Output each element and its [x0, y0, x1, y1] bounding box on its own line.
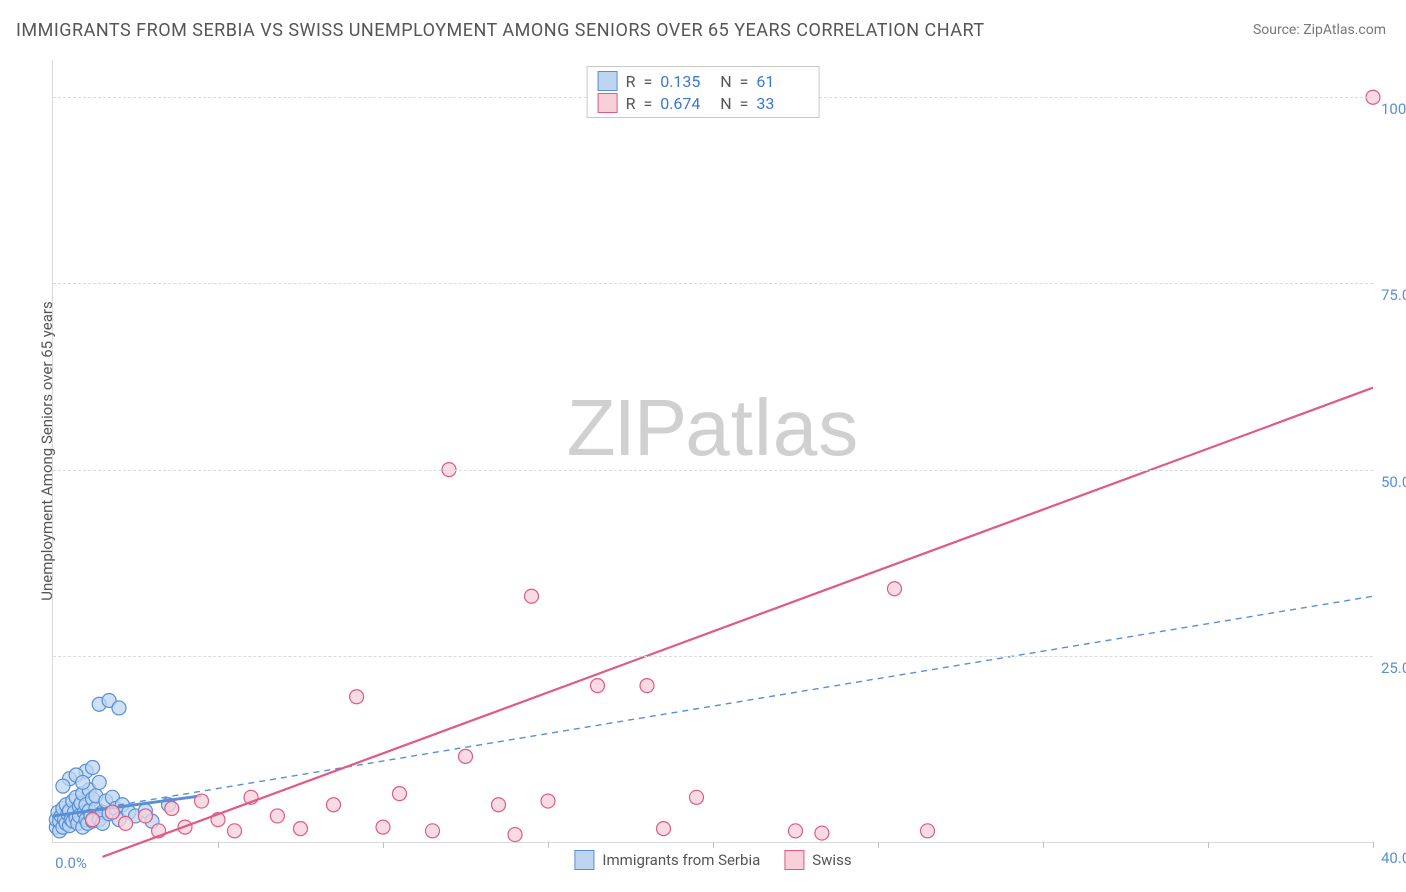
data-point — [393, 787, 407, 801]
chart-title: IMMIGRANTS FROM SERBIA VS SWISS UNEMPLOY… — [16, 20, 985, 41]
y-tick-label: 25.0% — [1381, 659, 1406, 677]
x-tick-mark — [1208, 842, 1209, 848]
legend-swatch — [784, 850, 804, 870]
data-point — [105, 805, 119, 819]
data-point — [119, 816, 133, 830]
data-point — [92, 775, 106, 789]
r-value: 0.135 — [660, 72, 712, 91]
trend-line — [103, 388, 1374, 857]
chart-container: IMMIGRANTS FROM SERBIA VS SWISS UNEMPLOY… — [0, 0, 1406, 892]
x-tick-mark — [383, 842, 384, 848]
n-label: N — [720, 72, 731, 91]
x-tick-mark — [1373, 842, 1374, 848]
data-point — [640, 679, 654, 693]
data-point — [591, 679, 605, 693]
y-tick-label: 50.0% — [1381, 473, 1406, 491]
data-point — [112, 701, 126, 715]
legend-label: Immigrants from Serbia — [602, 851, 760, 869]
x-max-label: 40.0% — [1381, 849, 1406, 867]
data-point — [86, 761, 100, 775]
eq-label: = — [740, 72, 749, 91]
data-point — [492, 798, 506, 812]
y-tick-label: 75.0% — [1381, 286, 1406, 304]
legend-swatch — [574, 850, 594, 870]
gridline — [53, 283, 1373, 284]
data-point — [138, 809, 152, 823]
legend-bottom: Immigrants from Serbia Swiss — [574, 850, 851, 870]
data-point — [76, 775, 90, 789]
data-point — [888, 582, 902, 596]
x-tick-mark — [1043, 842, 1044, 848]
x-tick-mark — [548, 842, 549, 848]
plot-area: Unemployment Among Seniors over 65 years… — [52, 60, 1373, 843]
data-point — [525, 589, 539, 603]
x-tick-mark — [878, 842, 879, 848]
eq-label: = — [740, 94, 749, 113]
legend-item: Swiss — [784, 850, 851, 870]
stats-row: R = 0.135 N = 61 — [598, 70, 809, 92]
x-tick-label: 0.0% — [55, 854, 87, 872]
data-point — [270, 809, 284, 823]
eq-label: = — [643, 94, 652, 113]
trend-line — [53, 596, 1373, 816]
data-point — [657, 822, 671, 836]
gridline — [53, 656, 1373, 657]
data-point — [195, 794, 209, 808]
data-point — [376, 820, 390, 834]
legend-item: Immigrants from Serbia — [574, 850, 760, 870]
gridline — [53, 470, 1373, 471]
n-label: N — [720, 94, 731, 113]
data-point — [921, 824, 935, 838]
data-point — [815, 826, 829, 840]
source-value: ZipAtlas.com — [1303, 22, 1386, 38]
r-value: 0.674 — [660, 94, 712, 113]
source-attribution: Source: ZipAtlas.com — [1253, 22, 1386, 38]
data-point — [508, 828, 522, 842]
data-point — [294, 822, 308, 836]
data-point — [86, 813, 100, 827]
n-value: 61 — [756, 72, 808, 91]
r-label: R — [626, 72, 636, 91]
scatter-svg — [53, 60, 1373, 842]
data-point — [690, 790, 704, 804]
data-point — [327, 798, 341, 812]
data-point — [541, 794, 555, 808]
data-point — [56, 779, 70, 793]
y-tick-label: 100.0% — [1381, 100, 1406, 118]
data-point — [165, 801, 179, 815]
series-swatch — [598, 93, 618, 113]
data-point — [459, 749, 473, 763]
data-point — [228, 824, 242, 838]
series-swatch — [598, 71, 618, 91]
data-point — [789, 824, 803, 838]
stats-row: R = 0.674 N = 33 — [598, 92, 809, 114]
x-tick-mark — [218, 842, 219, 848]
stats-box: R = 0.135 N = 61 R = 0.674 N = 33 — [587, 66, 820, 118]
data-point — [426, 824, 440, 838]
eq-label: = — [643, 72, 652, 91]
r-label: R — [626, 94, 636, 113]
source-label: Source: — [1253, 22, 1300, 38]
n-value: 33 — [756, 94, 808, 113]
x-tick-mark — [713, 842, 714, 848]
legend-label: Swiss — [812, 851, 851, 869]
data-point — [350, 690, 364, 704]
